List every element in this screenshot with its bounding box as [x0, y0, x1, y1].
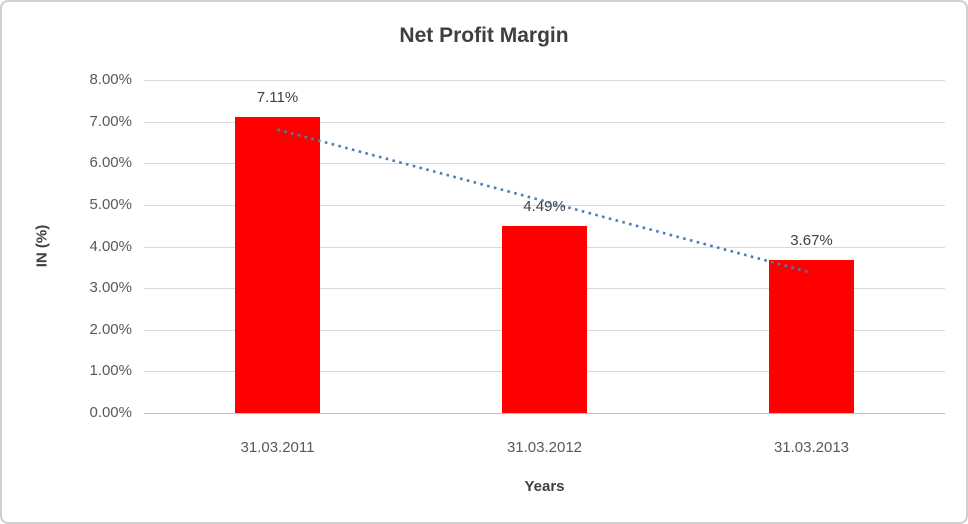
gridline	[144, 122, 945, 123]
y-axis-tick-label: 1.00%	[89, 362, 132, 379]
x-axis-tick-label: 31.03.2013	[773, 439, 850, 456]
x-axis-tick-label: 31.03.2011	[240, 439, 315, 456]
y-axis-tick-label: 7.00%	[89, 113, 132, 130]
bar-data-label: 3.67%	[790, 232, 833, 250]
y-axis-tick-label: 2.00%	[89, 321, 132, 338]
chart-title: Net Profit Margin	[399, 24, 569, 47]
y-axis-tick-label: 6.00%	[89, 154, 132, 171]
y-axis-tick-label: 8.00%	[89, 71, 132, 88]
y-axis-tick-label: 0.00%	[89, 404, 132, 421]
bar-data-label: 4.49%	[523, 198, 566, 216]
x-axis-title: Years	[524, 478, 565, 495]
bar-31.03.2013	[769, 260, 854, 413]
x-axis-tick-label: 31.03.2012	[506, 439, 583, 456]
gridline	[144, 80, 945, 81]
bar-data-label: 7.11%	[256, 89, 299, 107]
y-axis-tick-label: 3.00%	[89, 279, 132, 296]
y-axis-tick-label: 5.00%	[89, 196, 132, 213]
bar-31.03.2012	[502, 226, 587, 413]
x-axis-line	[144, 413, 945, 414]
bar-31.03.2011	[235, 117, 320, 413]
y-axis-tick-label: 4.00%	[89, 238, 132, 255]
y-axis-title: IN (%)	[33, 224, 51, 268]
